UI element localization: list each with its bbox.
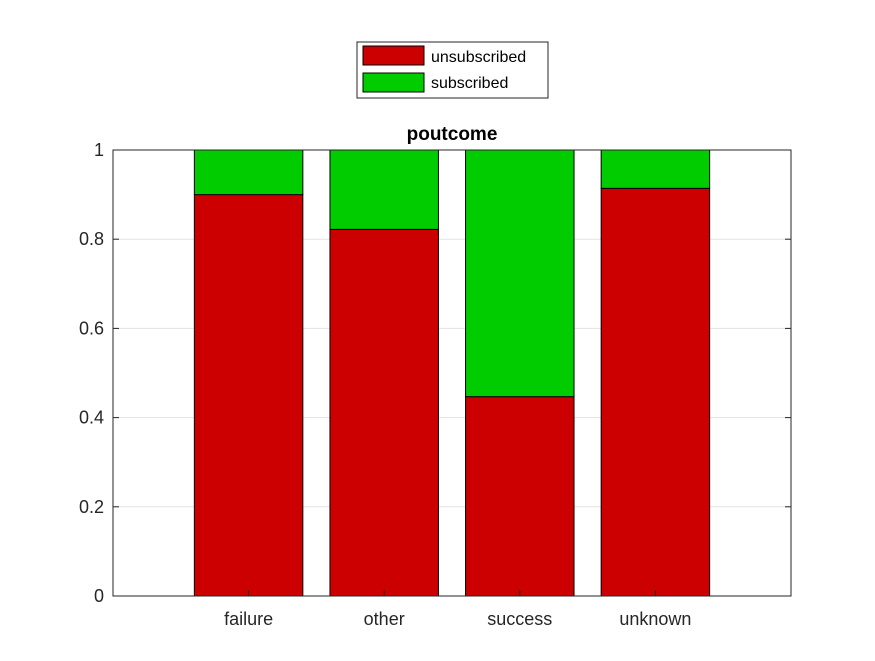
bar-subscribed-failure [193, 149, 304, 196]
legend-swatch-unsubscribed [362, 45, 425, 66]
x-axis: failure other success unknown [224, 590, 691, 629]
bar-unsubscribed-failure [193, 194, 304, 597]
bar-unsubscribed-success [465, 396, 575, 597]
bars [193, 149, 711, 597]
chart-title: poutcome [407, 124, 498, 145]
legend-swatch-subscribed [362, 72, 425, 93]
x-tick-label: failure [224, 609, 273, 629]
legend: unsubscribed subscribed [356, 41, 549, 99]
y-tick-label: 0.8 [79, 229, 104, 249]
legend-label-subscribed: subscribed [431, 75, 508, 92]
y-axis: 0 0.2 0.4 0.6 0.8 1 [79, 140, 791, 606]
y-tick-label: 0.6 [79, 318, 104, 338]
bar-subscribed-unknown [600, 149, 711, 189]
x-tick-label: other [364, 609, 405, 629]
bar-unsubscribed-other [329, 228, 439, 597]
x-tick-label: success [487, 609, 552, 629]
legend-label-unsubscribed: unsubscribed [431, 49, 526, 66]
y-tick-label: 1 [94, 140, 104, 160]
bar-subscribed-other [329, 149, 439, 230]
y-tick-label: 0.2 [79, 497, 104, 517]
x-tick-label: unknown [619, 609, 691, 629]
y-tick-label: 0 [94, 586, 104, 606]
y-tick-label: 0.4 [79, 408, 104, 428]
bar-subscribed-success [465, 149, 575, 398]
plot-frame [112, 149, 792, 597]
bar-unsubscribed-unknown [600, 187, 711, 597]
